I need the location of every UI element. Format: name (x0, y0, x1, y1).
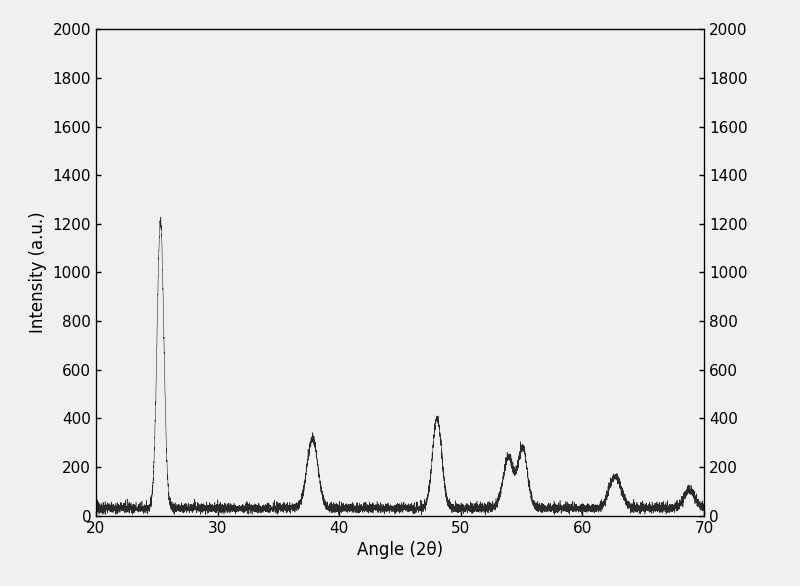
X-axis label: Angle (2θ): Angle (2θ) (357, 541, 443, 559)
Y-axis label: Intensity (a.u.): Intensity (a.u.) (29, 212, 47, 333)
